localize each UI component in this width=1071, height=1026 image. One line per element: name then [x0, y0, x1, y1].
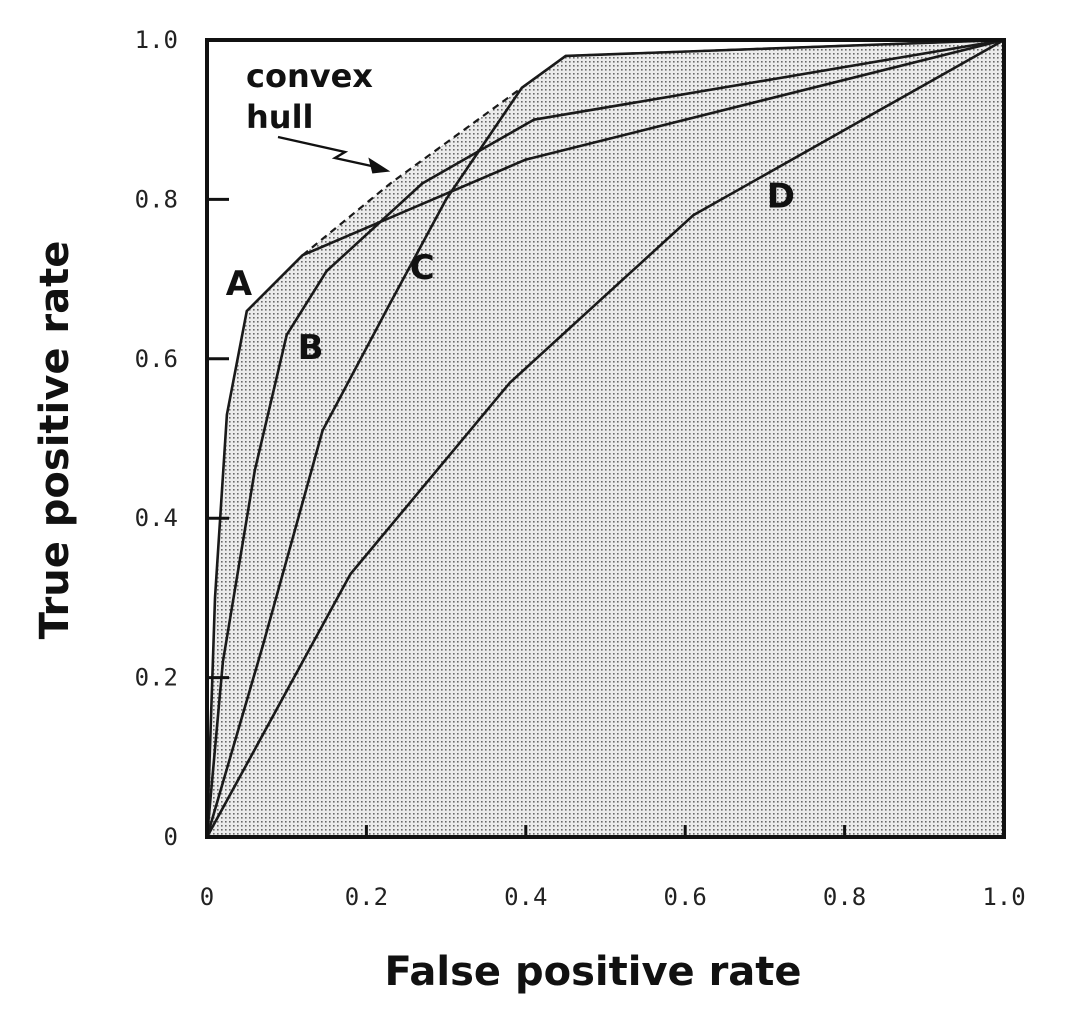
curve-label-a: A — [226, 264, 253, 304]
y-tick-label: 1.0 — [135, 26, 178, 54]
annotation-arrowhead — [368, 157, 391, 174]
convex-hull-dashed — [301, 38, 1005, 257]
annotation-text-line-2: hull — [246, 98, 314, 136]
roc-curve-d — [205, 38, 1005, 838]
x-tick-label: 0 — [200, 883, 214, 911]
x-tick-label: 0.8 — [823, 883, 866, 911]
annotation-text-line-1: convex — [246, 57, 373, 95]
y-tick-label: 0.2 — [135, 664, 178, 692]
roc-curve-b — [205, 38, 1005, 838]
x-tick-label: 1.0 — [982, 883, 1025, 911]
roc-curve-c — [205, 38, 1005, 838]
x-axis-title: False positive rate — [384, 949, 801, 995]
x-tick-label: 0.2 — [345, 883, 388, 911]
shaded-area — [207, 40, 1004, 837]
x-tick-label: 0.4 — [504, 883, 547, 911]
y-tick-label: 0.4 — [135, 504, 178, 532]
roc-curves — [205, 38, 1005, 838]
x-tick-label: 0.6 — [664, 883, 707, 911]
curve-label-c: C — [410, 248, 435, 288]
plot-frame — [205, 38, 1006, 839]
convex-hull-line — [301, 38, 1005, 257]
annotation-arrow-line — [277, 135, 379, 169]
curve-label-b: B — [298, 328, 324, 368]
y-tick-label: 0.6 — [135, 345, 178, 373]
y-axis-title: True positive rate — [32, 241, 78, 640]
curve-label-d: D — [767, 176, 795, 216]
axis-ticks: 0 0 0.2 0.2 0.4 0.4 0.6 0.6 0.8 0.8 1.0 1.0 — [135, 26, 1026, 911]
roc-curve-a — [205, 38, 1005, 838]
y-tick-label: 0.8 — [135, 185, 178, 213]
hull-shaded-area — [207, 40, 1004, 837]
curve-labels: A B C D — [226, 176, 795, 367]
y-tick-label: 0 — [164, 823, 178, 851]
